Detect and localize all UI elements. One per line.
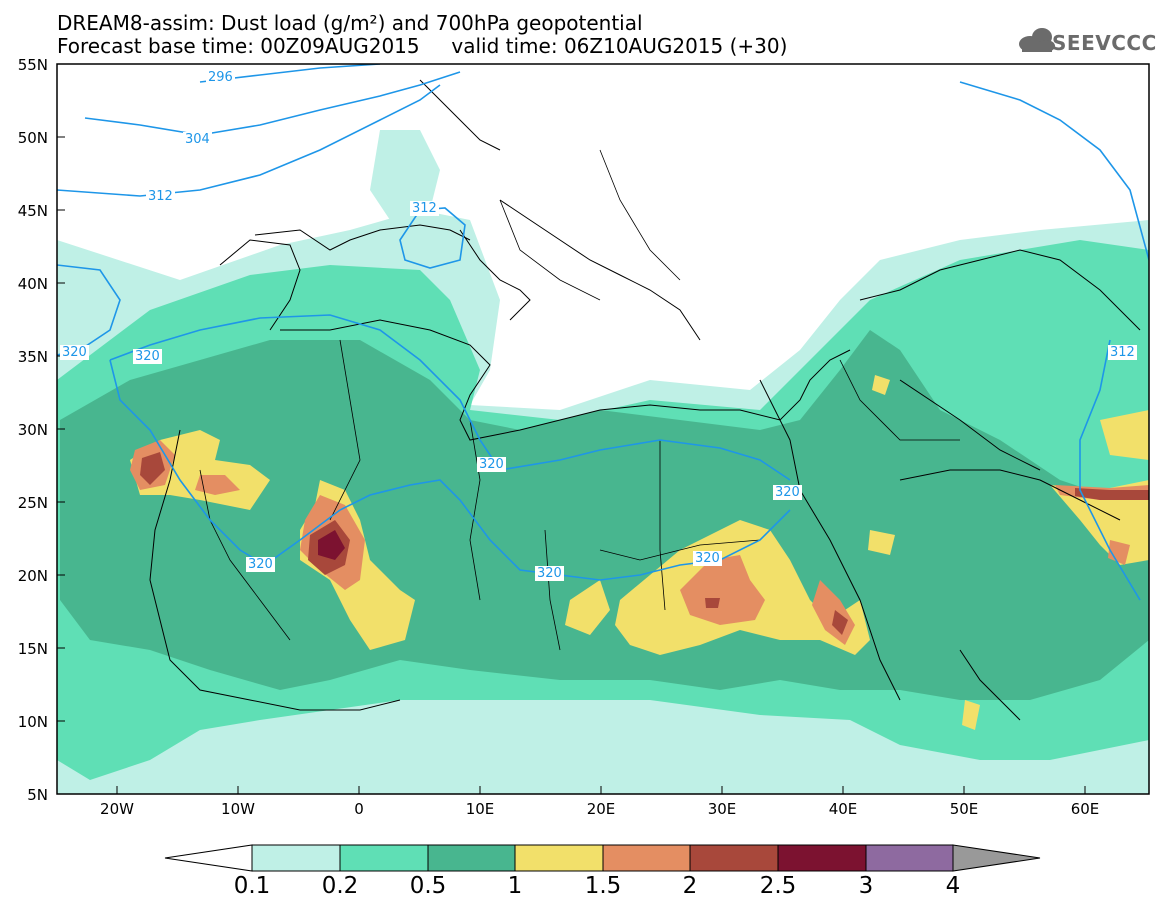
coastlines (149, 79, 1141, 721)
lon-label: 20W (100, 800, 134, 818)
contour-label: 296 (206, 70, 235, 85)
lat-label: 5N (27, 786, 48, 804)
contour-label: 312 (146, 189, 175, 204)
colorbar-swatch (251, 844, 341, 872)
contour-label: 304 (183, 132, 212, 147)
colorbar-swatch (865, 844, 954, 872)
colorbar-label: 4 (945, 873, 961, 899)
colorbar-swatch (514, 844, 604, 872)
colorbar-label: 2.5 (759, 873, 797, 899)
lon-label: 10W (221, 800, 255, 818)
lat-label: 30N (17, 421, 48, 439)
contour-label: 320 (133, 349, 162, 364)
colorbar-swatch (339, 844, 429, 872)
contour-label: 320 (246, 557, 275, 572)
contour-label: 320 (535, 566, 564, 581)
lon-label: 10E (465, 800, 495, 818)
contour-label: 320 (693, 551, 722, 566)
dust-layer-2.5 (318, 530, 345, 560)
lat-label: 50N (17, 129, 48, 147)
lon-label: 60E (1070, 800, 1100, 818)
colorbar-label: 1.5 (584, 873, 622, 899)
borders (199, 149, 960, 651)
lon-label: 20E (586, 800, 616, 818)
colorbar-label: 1 (507, 873, 523, 899)
colorbar-swatch (427, 844, 516, 872)
lon-label: 50E (949, 800, 979, 818)
map-title: DREAM8-assim: Dust load (g/m²) and 700hP… (57, 11, 643, 35)
lat-label: 55N (17, 56, 48, 74)
colorbar-swatch (689, 844, 779, 872)
colorbar-over-arrow (952, 844, 1041, 872)
cloud-icon (1019, 28, 1055, 52)
lat-label: 10N (17, 713, 48, 731)
contour-label: 320 (60, 345, 89, 360)
colorbar-label: 2 (682, 873, 698, 899)
logo-text: SEEVCCC (1052, 31, 1157, 55)
dust-layer-0.5 (60, 330, 1149, 700)
axis-ticks (57, 63, 1086, 794)
colorbar-swatch (602, 844, 691, 872)
lat-label: 20N (17, 567, 48, 585)
colorbar-under-arrow (164, 844, 253, 872)
lat-label: 40N (17, 275, 48, 293)
map-subtitle: Forecast base time: 00Z09AUG2015 valid t… (57, 34, 788, 58)
colorbar-label: 0.1 (233, 873, 271, 899)
contour-label: 320 (773, 485, 802, 500)
lon-label: 30E (707, 800, 737, 818)
colorbar (164, 844, 1041, 872)
contour-label: 320 (477, 457, 506, 472)
lon-label: 0 (354, 800, 364, 818)
contour-label: 312 (410, 201, 439, 216)
contour-label: 312 (1108, 345, 1137, 360)
colorbar-label: 0.2 (321, 873, 359, 899)
colorbar-label: 0.5 (409, 873, 447, 899)
lat-label: 45N (17, 202, 48, 220)
colorbar-swatch (777, 844, 867, 872)
colorbar-label: 3 (858, 873, 874, 899)
lat-label: 35N (17, 348, 48, 366)
lon-label: 40E (828, 800, 858, 818)
lat-label: 25N (17, 494, 48, 512)
dust-layer-2 (140, 452, 1149, 635)
lat-label: 15N (17, 640, 48, 658)
